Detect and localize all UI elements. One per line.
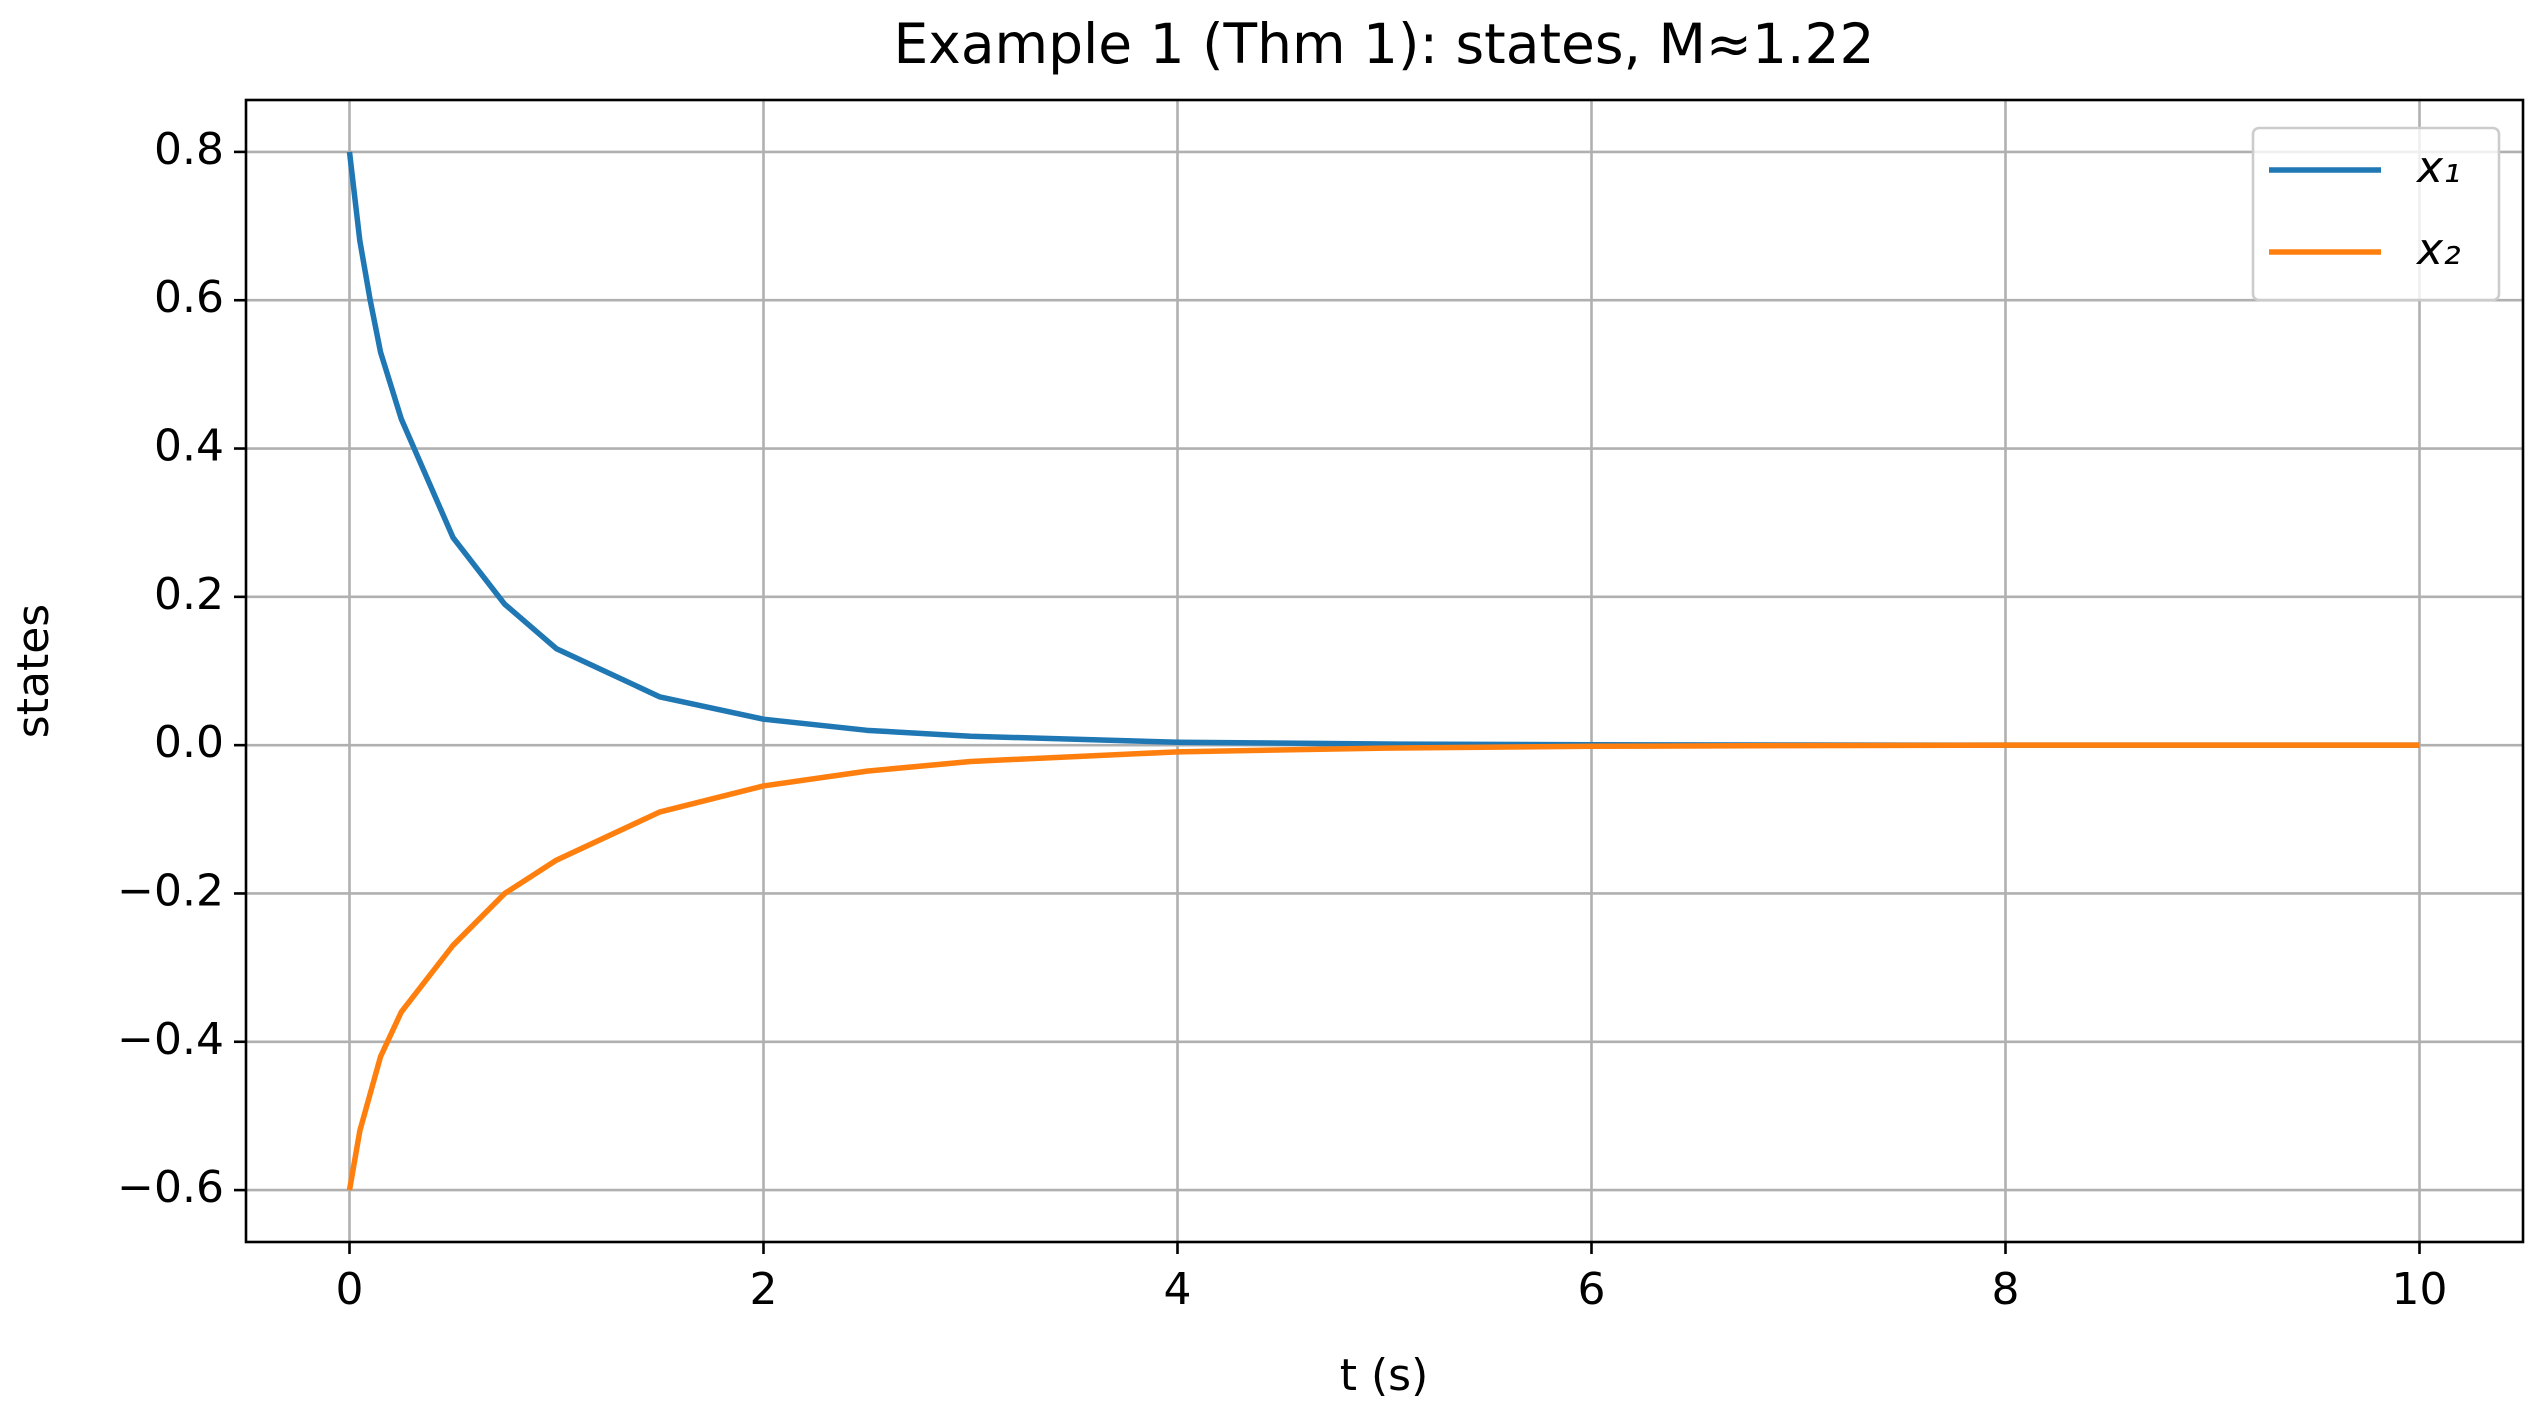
line-series [346, 742, 2420, 1191]
plot-frame [244, 98, 2525, 1244]
x-tick-label: 6 [1578, 1264, 1606, 1315]
legend: x₁ x₂ [2251, 126, 2501, 302]
y-axis-label: states [8, 604, 59, 738]
chart-title: Example 1 (Thm 1): states, M≈1.22 [894, 12, 1875, 76]
y-tick-label: 0.0 [154, 717, 224, 768]
legend-box [2251, 126, 2501, 302]
x-tick-label: 4 [1164, 1264, 1192, 1315]
y-tick-label: −0.4 [117, 1014, 224, 1065]
y-tick-label: 0.4 [154, 421, 224, 472]
x-tick-label: 10 [2392, 1264, 2448, 1315]
x-tick-label: 2 [750, 1264, 778, 1315]
y-tick-label: 0.2 [154, 569, 224, 620]
y-tick-label: 0.6 [154, 272, 224, 323]
y-tick-label: −0.2 [117, 865, 224, 916]
y-tick-label: 0.8 [154, 124, 224, 175]
legend-label: x₁ [2415, 142, 2461, 193]
y-tick-label: −0.6 [117, 1162, 224, 1213]
x-tick-label: 8 [1992, 1264, 2020, 1315]
x-axis-label: t (s) [1340, 1350, 1429, 1401]
x-tick-label: 0 [336, 1264, 364, 1315]
legend-label: x₂ [2415, 224, 2461, 275]
